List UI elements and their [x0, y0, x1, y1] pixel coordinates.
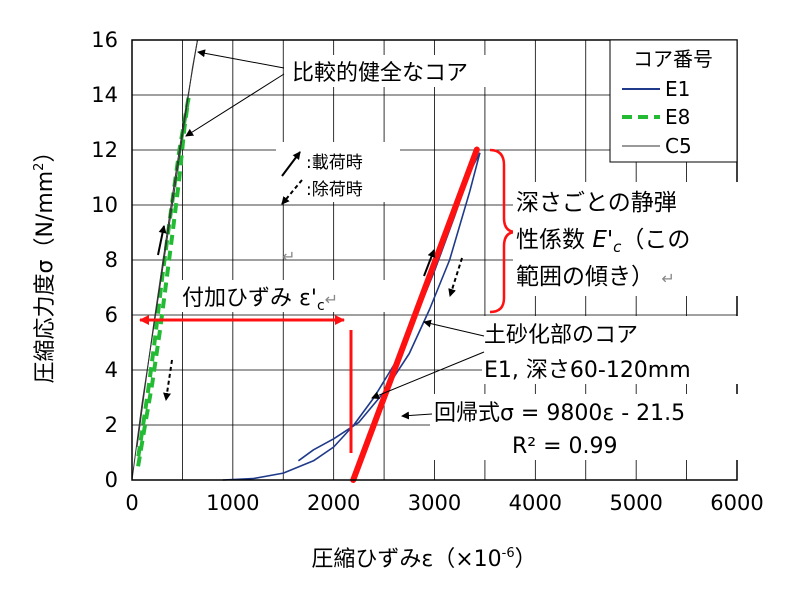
regression-annotation: 回帰式σ = 9800ε - 21.5 R² = 0.99 [401, 394, 740, 460]
x-tick-label: 6000 [710, 491, 763, 515]
x-tick-label: 5000 [609, 491, 662, 515]
unloading-arrow-sample [281, 179, 303, 205]
soil-core-arrow-1 [423, 319, 485, 337]
y-tick-label: 6 [105, 303, 118, 327]
legend-title: コア番号 [633, 47, 713, 71]
soil-core-bg [482, 316, 740, 384]
y-tick-label: 16 [91, 28, 118, 52]
regression-bg [430, 394, 740, 460]
curve-direction-arrows [157, 225, 463, 401]
soil-core-line1: 土砂化部のコア [484, 323, 638, 348]
y-tick-label: 0 [105, 468, 118, 492]
soil-core-line2: E1, 深さ60-120mm [484, 358, 691, 383]
regression-r2: R² = 0.99 [512, 434, 618, 459]
y-tick-label: 8 [105, 248, 118, 272]
regression-pointer [401, 411, 433, 420]
x-tick-label: 3000 [408, 491, 461, 515]
static-modulus-annotation: 深さごとの静弾 性係数 E'c（この 範囲の傾き） ↵ ↵ [282, 148, 741, 314]
series-e1-unloading [297, 152, 481, 462]
static-modulus-bg [513, 182, 741, 296]
healthy-core-arrow-2 [185, 73, 285, 137]
healthy-core-label: 比較的健全なコア [292, 61, 468, 86]
added-strain-bg [180, 280, 390, 312]
loading-arrow-sample [281, 151, 301, 177]
legend-label-e1: E1 [665, 77, 690, 101]
return-mark-1: ↵ [282, 247, 295, 266]
healthy-core-arrow-1 [197, 49, 285, 69]
e8-loading-arrow [157, 225, 167, 256]
regression-line [350, 146, 480, 483]
legend: コア番号 E1 E8 C5 [609, 39, 738, 163]
healthy-core-annotation: 比較的健全なコア [185, 49, 532, 137]
loading-label: :載荷時 [306, 153, 363, 173]
regression-label: 回帰式σ = 9800ε - 21.5 [434, 401, 685, 426]
legend-label-c5: C5 [665, 134, 692, 158]
x-tick-label: 0 [125, 491, 138, 515]
load-direction-legend: :載荷時 :除荷時 [276, 142, 400, 205]
x-axis-label: 圧縮ひずみε（×10-6） [311, 546, 536, 572]
soil-core-annotation: 土砂化部のコア E1, 深さ60-120mm [371, 316, 740, 400]
static-modulus-line1: 深さごとの静弾 [516, 190, 677, 216]
series-c5-loading [131, 39, 198, 481]
healthy-core-label-bg [286, 55, 532, 87]
added-strain-annotation: 付加ひずみ ε'c↵ [139, 280, 390, 453]
legend-label-e8: E8 [665, 105, 690, 129]
unloading-label: :除荷時 [306, 180, 363, 200]
static-modulus-line2: 性係数 E'c（この [516, 227, 690, 256]
y-tick-label: 14 [91, 83, 118, 107]
legend-box [609, 39, 738, 163]
soil-core-arrow-2 [371, 351, 485, 400]
y-tick-label: 10 [91, 193, 118, 217]
added-strain-label: 付加ひずみ ε'c↵ [182, 286, 338, 314]
series-e8-loading [136, 97, 191, 467]
e1-loading-arrow [423, 249, 436, 277]
x-tick-label: 2000 [307, 491, 360, 515]
static-modulus-line3: 範囲の傾き） ↵ [516, 264, 675, 290]
x-tick-label: 4000 [509, 491, 562, 515]
y-tick-label: 4 [105, 358, 118, 382]
y-tick-label: 12 [91, 138, 118, 162]
x-tick-label: 1000 [206, 491, 259, 515]
regression-group [350, 146, 480, 483]
tick-labels: 0 1000 2000 3000 4000 5000 6000 0 2 4 6 8 10 12 14 16 [91, 28, 763, 515]
y-tick-label: 2 [105, 413, 118, 437]
y-axis-label: 圧縮応力度σ（N/mm2） [32, 141, 58, 384]
